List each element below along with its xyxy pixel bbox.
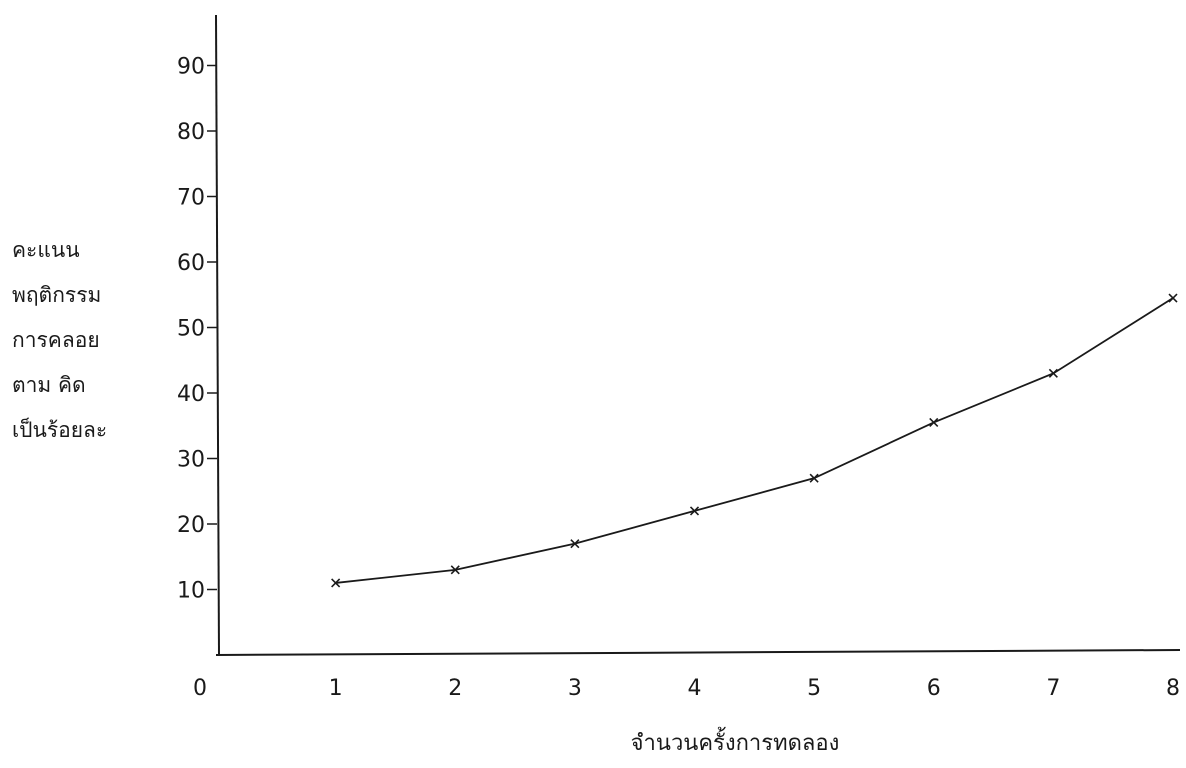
x-tick-labels: 0 1 2 3 4 5 6 7 8 bbox=[193, 676, 1180, 701]
x-tick-label: 6 bbox=[927, 676, 941, 701]
x-tick-label: 4 bbox=[688, 676, 702, 701]
data-point bbox=[689, 506, 700, 516]
y-tick-label: 30 bbox=[177, 448, 205, 473]
y-axis-label-line: การคลอย bbox=[12, 328, 100, 352]
x-axis-label: จำนวนครั้งการทดลอง bbox=[631, 727, 840, 756]
x-axis bbox=[215, 649, 1181, 656]
y-tick-labels: 10 20 30 40 50 60 70 80 90 bbox=[177, 55, 217, 604]
x-tick-label: 7 bbox=[1046, 676, 1060, 701]
y-tick-label: 10 bbox=[177, 579, 205, 604]
y-axis-label-line: พฤติกรรม bbox=[12, 283, 101, 307]
data-point bbox=[1168, 293, 1178, 303]
x-tick-label: 5 bbox=[807, 676, 821, 701]
y-axis-label-line: คะแนน bbox=[12, 238, 80, 262]
y-tick-label: 60 bbox=[177, 251, 205, 276]
y-tick-label: 50 bbox=[177, 317, 205, 342]
y-tick-label: 80 bbox=[177, 120, 205, 145]
data-point bbox=[331, 578, 341, 588]
data-point bbox=[929, 417, 939, 428]
x-tick-label: 8 bbox=[1166, 676, 1180, 701]
data-point bbox=[450, 565, 460, 575]
y-tick-label: 40 bbox=[177, 382, 205, 407]
series-group bbox=[331, 293, 1178, 588]
data-point bbox=[809, 473, 819, 483]
data-point bbox=[570, 539, 580, 549]
y-tick-label: 90 bbox=[177, 55, 205, 80]
y-axis bbox=[215, 14, 220, 656]
data-point bbox=[1048, 368, 1058, 378]
series-line bbox=[335, 297, 1174, 584]
y-axis-label-line: ตาม คิด bbox=[12, 373, 86, 397]
y-tick-label: 20 bbox=[177, 513, 205, 538]
x-tick-label: 0 bbox=[193, 676, 207, 701]
y-tick-label: 70 bbox=[177, 186, 205, 211]
y-axis-label-line: เป็นร้อยละ bbox=[12, 416, 107, 442]
x-tick-label: 1 bbox=[329, 676, 343, 701]
x-tick-label: 2 bbox=[448, 676, 462, 701]
x-tick-label: 3 bbox=[568, 676, 582, 701]
